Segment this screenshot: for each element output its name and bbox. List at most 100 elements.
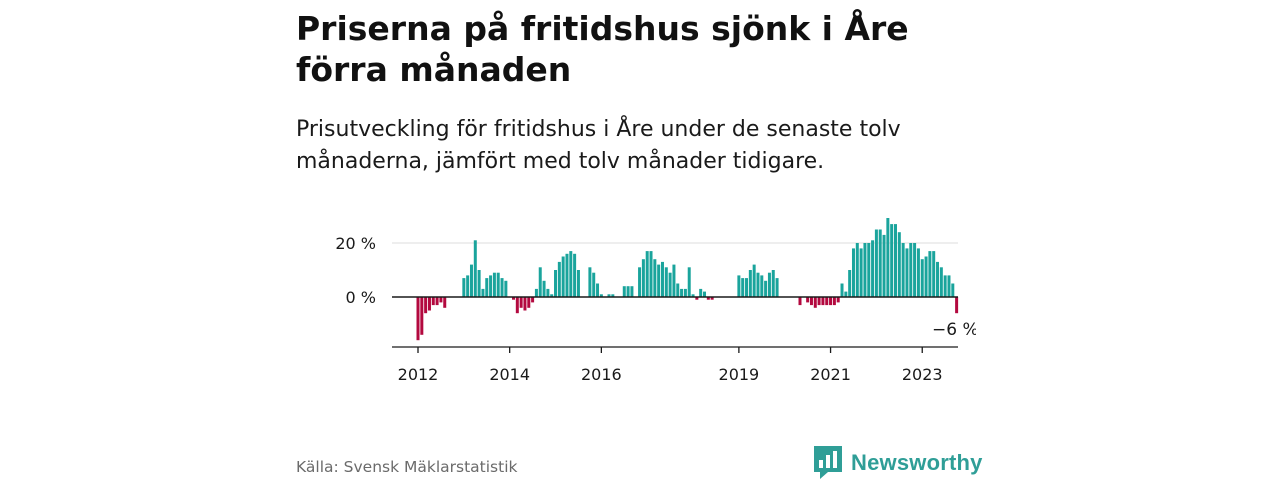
bar [760,275,764,297]
bar [469,264,473,297]
bar [840,283,844,297]
bar [668,272,672,297]
bar [596,283,600,297]
bar [706,297,710,300]
bar [416,297,420,341]
bar [573,253,577,297]
bar [599,294,603,297]
bar [542,280,546,297]
bar [699,288,703,297]
bar [871,240,875,297]
bar [523,297,527,311]
bar [427,297,431,311]
bar [928,251,932,297]
bar [531,297,535,303]
bar [817,297,821,306]
bar [611,294,615,297]
chart-title: Priserna på fritidshus sjönk i Åre förra… [296,9,909,89]
bar [622,286,626,297]
bar [489,275,493,297]
axis-labels: 0 % 20 % 2012 2014 2016 2019 2021 2023 −6 % [335,234,976,384]
bar [500,278,504,297]
bar [431,297,435,306]
bar [519,297,523,308]
source-note: Källa: Svensk Mäklarstatistik [296,458,518,476]
bar [569,251,573,297]
bar [737,275,741,297]
bar [492,272,496,297]
bar [844,291,848,297]
bar [901,243,905,297]
newsworthy-logo: Newsworthy [814,446,983,480]
bar [947,275,951,297]
bar [676,283,680,297]
bar [955,297,959,314]
bar [496,272,500,297]
bar [512,297,515,300]
axes [392,296,958,353]
y-tick-label: 20 % [335,234,376,253]
newsworthy-logo-icon [814,446,842,479]
bar [821,297,825,306]
x-tick-label: 2023 [902,365,943,384]
bar [554,270,558,297]
bar [943,275,947,297]
bar [435,297,439,306]
bar [806,297,810,303]
bar [592,272,596,297]
bar [672,264,676,297]
x-tick-label: 2019 [719,365,760,384]
bar [905,248,909,297]
bar [638,267,642,297]
bar [932,251,936,297]
bar [855,243,859,297]
last-value-annotation: −6 % [932,320,976,340]
bar [909,243,913,297]
bar [420,297,424,335]
bar [859,248,863,297]
y-tick-label: 0 % [346,288,376,307]
bar [913,243,917,297]
bar [748,270,752,297]
bar [657,264,661,297]
bar [534,288,538,297]
x-tick-label: 2016 [581,365,622,384]
bar [813,297,817,308]
bar [890,224,894,297]
bar [649,251,653,297]
x-tick-label: 2021 [810,365,851,384]
bar [653,259,657,297]
bar [477,270,481,297]
newsworthy-logo-text: Newsworthy [851,450,983,475]
bar [664,267,668,297]
bar [863,243,867,297]
bar [527,297,531,308]
bar [829,297,833,306]
bar [550,294,554,297]
bar [473,240,477,297]
bar [951,283,955,297]
bar-chart: 0 % 20 % 2012 2014 2016 2019 2021 2023 −6 % [335,218,976,384]
bar [485,278,489,297]
bar [936,261,940,297]
chart-subtitle: Prisutveckling för fritidshus i Åre unde… [296,117,901,174]
bar [481,288,485,297]
bar [683,288,687,297]
bar [687,267,691,297]
bar [924,256,928,297]
bar [939,267,943,297]
bar [630,286,634,297]
bars [416,218,959,341]
bar [825,297,829,306]
bar [424,297,428,314]
bar [443,297,447,308]
bar [462,278,466,297]
bar [680,288,684,297]
bar [848,270,852,297]
bar [886,218,890,297]
bar [920,259,924,297]
chart-card: Priserna på fritidshus sjönk i Åre förra… [296,0,996,480]
bar [745,278,749,297]
bar [538,267,542,297]
bar [775,278,779,297]
